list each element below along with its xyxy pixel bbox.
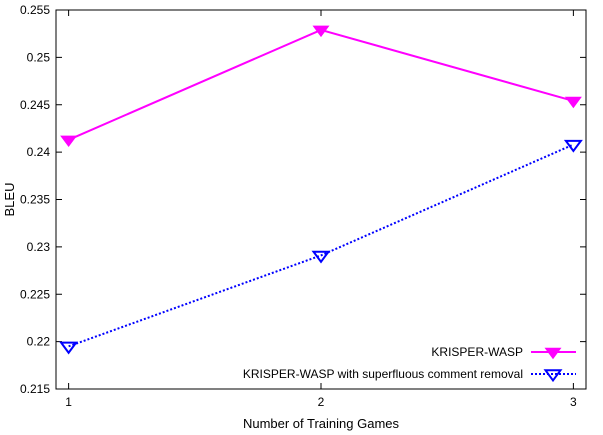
y-axis-title: BLEU [2, 183, 17, 217]
y-tick-label: 0.225 [20, 287, 50, 301]
y-axis-ticks: 0.215 0.22 0.225 0.23 0.235 0.24 0.245 0.25 0.25… [20, 3, 586, 396]
y-tick-label: 0.25 [27, 50, 51, 64]
series-1 [60, 25, 582, 148]
legend-label: KRISPER-WASP with superfluous comment re… [243, 367, 523, 381]
series-2 [59, 139, 583, 355]
x-axis-ticks: 1 2 3 [65, 10, 577, 409]
data-point-marker [543, 369, 563, 383]
series-line [68, 28, 574, 141]
y-tick-label: 0.23 [27, 240, 51, 254]
x-axis-title: Number of Training Games [243, 416, 400, 431]
data-point-marker [59, 341, 79, 355]
data-point-marker [544, 347, 562, 360]
legend-item-1: KRISPER-WASP [431, 345, 576, 360]
y-tick-label: 0.245 [20, 98, 50, 112]
data-point-marker [564, 96, 582, 109]
y-tick-label: 0.215 [20, 382, 50, 396]
data-point-marker [312, 25, 330, 38]
series-layer [59, 25, 583, 355]
legend-label: KRISPER-WASP [431, 345, 523, 359]
data-point-marker [311, 250, 331, 264]
x-tick-label: 3 [570, 395, 577, 409]
data-point-marker [60, 135, 78, 148]
x-tick-label: 1 [65, 395, 72, 409]
plot-area-frame [55, 9, 587, 390]
legend: KRISPER-WASP KRISPER-WASP with superfluou… [243, 345, 576, 383]
x-tick-label: 2 [318, 395, 325, 409]
y-tick-label: 0.22 [27, 335, 51, 349]
series-line [68, 143, 574, 348]
y-tick-label: 0.255 [20, 3, 50, 17]
data-point-marker [563, 139, 583, 153]
legend-item-2: KRISPER-WASP with superfluous comment re… [243, 367, 576, 383]
y-tick-label: 0.24 [27, 145, 51, 159]
y-tick-label: 0.235 [20, 193, 50, 207]
